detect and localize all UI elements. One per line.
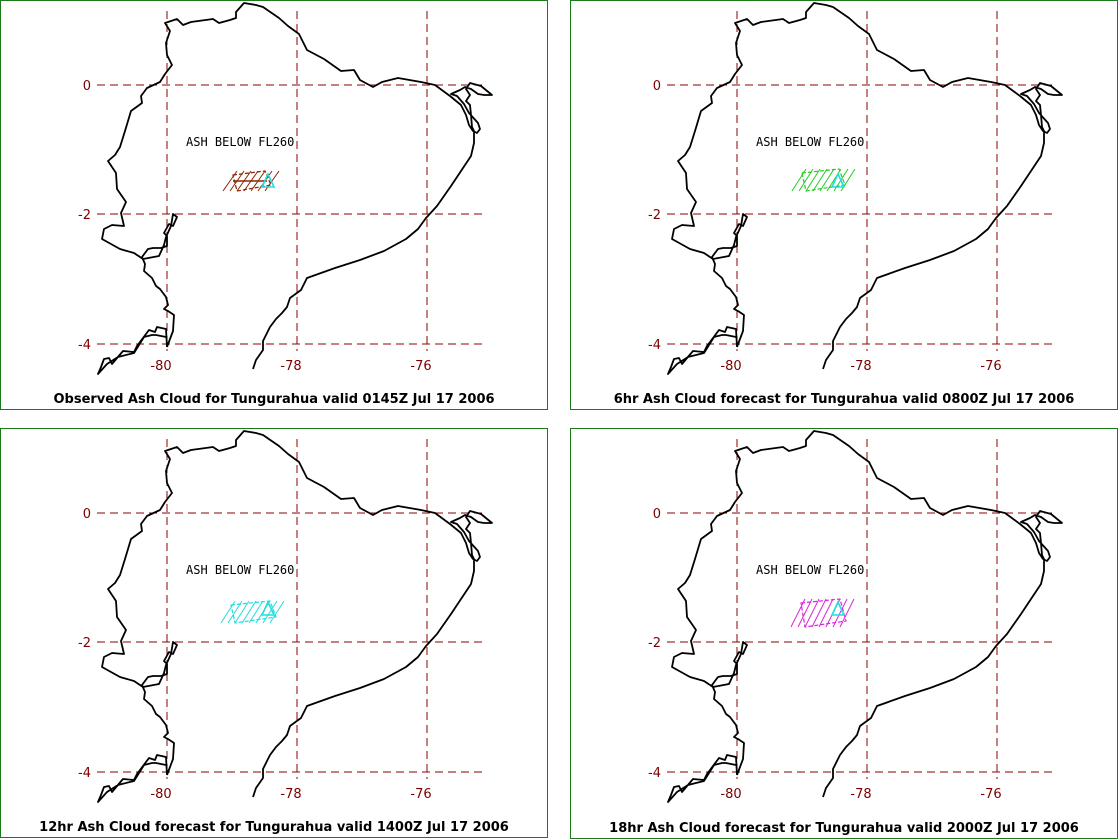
ash-cloud-polygon [220,600,285,624]
ash-cloud-polygon [791,168,856,192]
ash-cloud-map: 0 -2 -4 -80 -78 -76 ASH BELOW FL260 [648,2,1063,375]
longitude-label: -80 [150,787,171,802]
ash-cloud-polygon [790,598,855,628]
longitude-label: -78 [280,359,301,374]
latitude-label: 0 [83,79,91,94]
volcano-marker-icon [260,172,276,188]
coastline [97,430,493,803]
latitude-label: 0 [653,507,661,522]
map-panel-18hr: 0 -2 -4 -80 -78 -76 ASH BELOW FL260 18hr Ash Cl… [570,428,1118,839]
panel-caption: 18hr Ash Cloud forecast for Tungurahua v… [609,821,1079,836]
coastline [97,2,493,375]
ash-cloud-map: 0 -2 -4 -80 -78 -76 ASH BELOW FL260 [78,2,493,375]
latitude-label: -4 [78,338,91,353]
ash-level-annotation: ASH BELOW FL260 [756,135,864,149]
longitude-label: -80 [150,359,171,374]
latitude-label: -2 [648,636,661,651]
latitude-label: -2 [648,208,661,223]
panel-caption: Observed Ash Cloud for Tungurahua valid … [53,392,495,407]
ash-level-annotation: ASH BELOW FL260 [756,563,864,577]
longitude-label: -78 [850,359,871,374]
map-panel-12hr: 0 -2 -4 -80 -78 -76 ASH BELOW FL260 12hr Ash Cl… [0,428,548,838]
longitude-label: -80 [720,787,741,802]
longitude-label: -76 [410,359,431,374]
latitude-label: -2 [78,636,91,651]
ash-cloud-map: 0 -2 -4 -80 -78 -76 ASH BELOW FL260 [78,430,493,803]
coastline [667,2,1063,375]
volcano-marker-icon [830,172,846,188]
map-panel-6hr: 0 -2 -4 -80 -78 -76 ASH BELOW FL260 6hr Ash Clo… [570,0,1118,410]
ash-level-annotation: ASH BELOW FL260 [186,135,294,149]
longitude-label: -78 [850,787,871,802]
volcano-marker-icon [830,600,846,616]
ash-cloud-map: 0 -2 -4 -80 -78 -76 ASH BELOW FL260 [648,430,1063,803]
longitude-label: -76 [980,787,1001,802]
longitude-label: -76 [410,787,431,802]
latitude-label: -4 [78,766,91,781]
ash-level-annotation: ASH BELOW FL260 [186,563,294,577]
longitude-label: -78 [280,787,301,802]
latitude-label: -4 [648,766,661,781]
panel-caption: 6hr Ash Cloud forecast for Tungurahua va… [613,392,1075,407]
longitude-label: -76 [980,359,1001,374]
latitude-label: 0 [653,79,661,94]
map-panel-observed: 0 -2 -4 -80 -78 -76 ASH BELOW FL260 Observed As… [0,0,548,410]
longitude-label: -80 [720,359,741,374]
coastline [667,430,1063,803]
panel-caption: 12hr Ash Cloud forecast for Tungurahua v… [39,820,509,835]
volcano-marker-icon [260,600,276,616]
latitude-label: -2 [78,208,91,223]
latitude-label: 0 [83,507,91,522]
latitude-label: -4 [648,338,661,353]
